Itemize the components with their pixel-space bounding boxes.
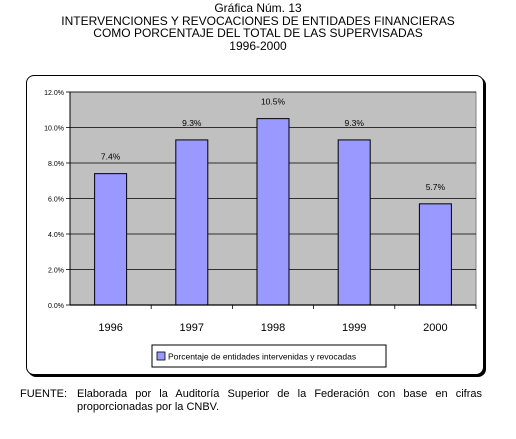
- x-tick-label: 1997: [180, 322, 204, 334]
- legend-swatch: [156, 351, 166, 361]
- x-tick-label: 1998: [261, 322, 285, 334]
- bar: [94, 173, 128, 306]
- y-tick-label: 4.0%: [48, 232, 64, 239]
- x-tick-label: 1996: [98, 322, 122, 334]
- y-tick-label: 10.0%: [44, 126, 64, 133]
- source-label: FUENTE:: [20, 388, 68, 400]
- data-label: 9.3%: [345, 118, 365, 128]
- data-label: 5.7%: [426, 182, 446, 192]
- bar: [256, 118, 290, 306]
- bar: [337, 139, 371, 306]
- bar: [418, 203, 452, 306]
- x-tick-label: 2000: [423, 322, 447, 334]
- data-label: 7.4%: [101, 152, 121, 162]
- y-tick-label: 0.0%: [48, 303, 64, 310]
- chart-period: 1996-2000: [229, 38, 287, 53]
- y-tick-label: 12.0%: [44, 90, 64, 97]
- bar: [175, 139, 209, 306]
- chart-title-line-1: INTERVENCIONES Y REVOCACIONES DE ENTIDAD…: [61, 13, 455, 28]
- chart-title-line-2: COMO PORCENTAJE DEL TOTAL DE LAS SUPERVI…: [93, 26, 423, 40]
- figure-number: Gráfica Núm. 13: [214, 1, 302, 15]
- data-label: 9.3%: [182, 118, 202, 128]
- legend-box: [151, 344, 387, 368]
- x-tick-label: 1999: [342, 322, 366, 334]
- data-label: 10.5%: [261, 97, 286, 107]
- y-tick-label: 2.0%: [48, 268, 64, 275]
- source-text: Elaborada por la Auditoría Superior de l…: [77, 388, 482, 413]
- legend-label: Porcentaje de entidades intervenidas y r…: [168, 352, 356, 362]
- y-tick-label: 8.0%: [48, 161, 64, 168]
- chart-title-block: Gráfica Núm. 13 INTERVENCIONES Y REVOCAC…: [0, 2, 516, 52]
- y-tick-label: 6.0%: [48, 197, 64, 204]
